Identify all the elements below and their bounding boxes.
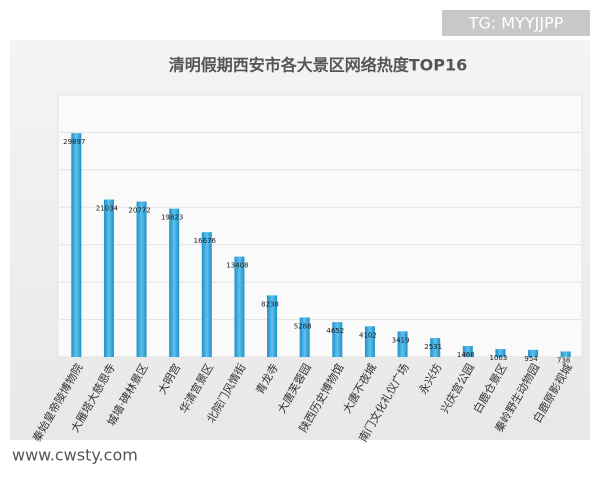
bar (495, 349, 506, 357)
value-label: 1468 (457, 351, 475, 359)
value-label: 3419 (392, 336, 410, 344)
bar (103, 199, 114, 357)
bar (528, 349, 539, 357)
bar (397, 331, 408, 357)
value-label: 19823 (161, 214, 183, 222)
value-label: 8238 (261, 300, 279, 308)
value-label: 29897 (63, 138, 85, 146)
bar (430, 338, 441, 357)
bar (299, 317, 310, 357)
value-label: 5288 (294, 322, 312, 330)
value-label: 21034 (96, 205, 119, 213)
watermark: www.cwsty.com (12, 446, 138, 465)
bar (201, 232, 212, 357)
value-label: 16676 (194, 237, 217, 245)
bar (234, 256, 245, 357)
bar (364, 326, 375, 357)
watermark: TG: MYYJJPP (468, 14, 564, 33)
chart-title: 清明假期西安市各大景区网络热度TOP16 (169, 56, 468, 75)
bar (169, 208, 180, 357)
bar (462, 346, 473, 357)
bar (332, 322, 343, 357)
value-label: 13408 (226, 262, 248, 270)
bar (267, 295, 278, 357)
value-label: 4652 (326, 327, 344, 335)
value-label: 1063 (490, 354, 508, 362)
value-label: 738 (557, 356, 570, 364)
value-label: 4102 (359, 331, 377, 339)
value-label: 2531 (424, 343, 442, 351)
bar (560, 351, 571, 357)
value-label: 20772 (128, 207, 150, 215)
bar (136, 201, 147, 357)
watermark-box (442, 10, 590, 36)
bar (71, 133, 82, 357)
value-label: 954 (524, 355, 538, 363)
